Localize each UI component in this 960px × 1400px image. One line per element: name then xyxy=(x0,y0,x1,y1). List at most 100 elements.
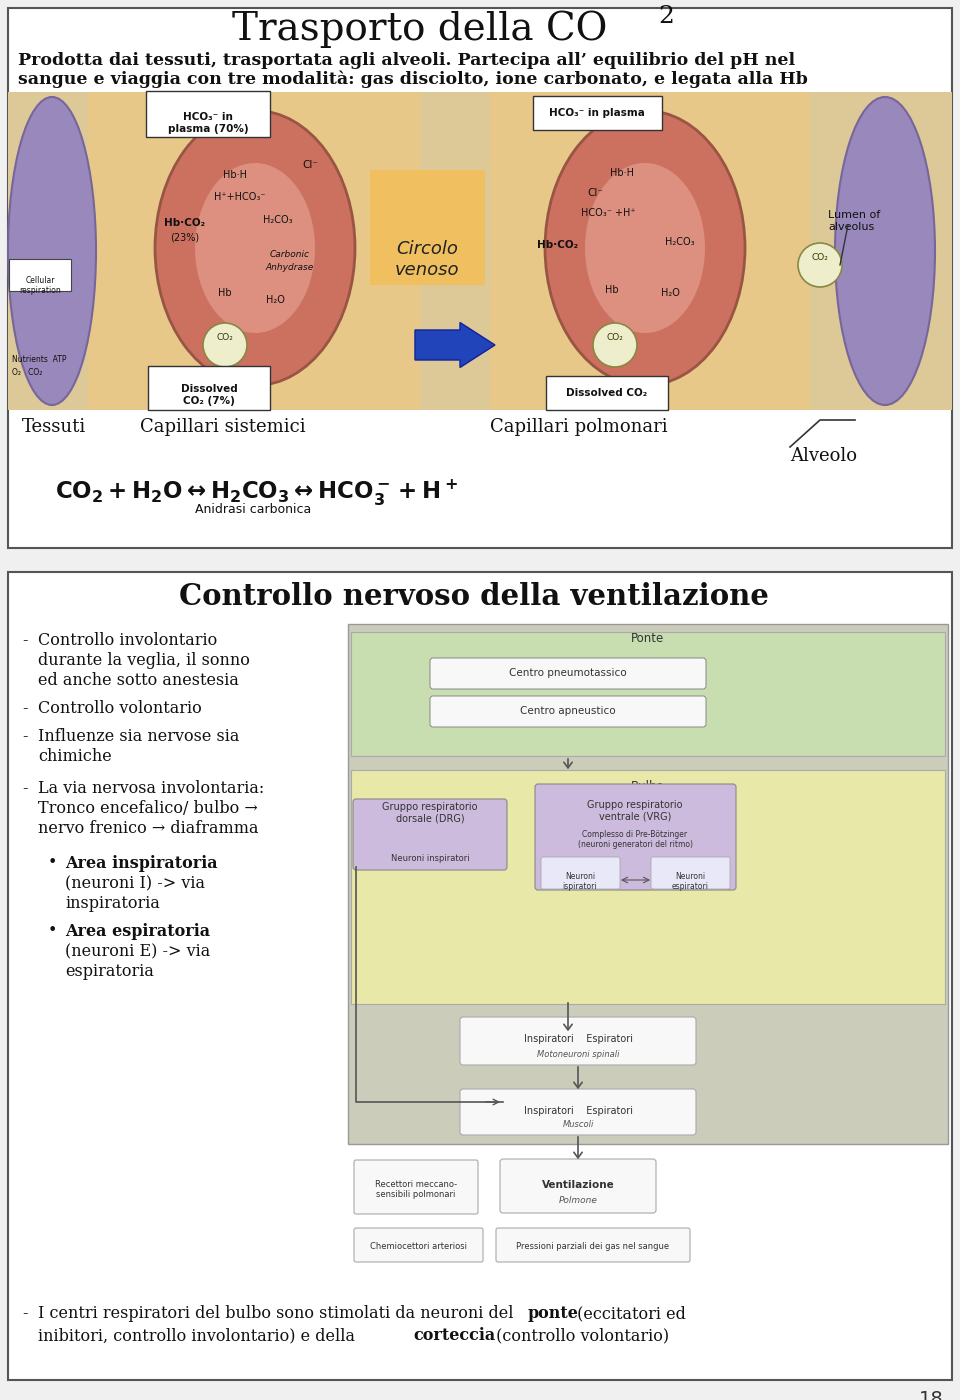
Text: Complesso di Pre-Bötzinger
(neuroni generatori del ritmo): Complesso di Pre-Bötzinger (neuroni gene… xyxy=(578,830,692,850)
Text: Hb·CO₂: Hb·CO₂ xyxy=(538,239,579,251)
FancyBboxPatch shape xyxy=(9,259,71,291)
Text: Pressioni parziali dei gas nel sangue: Pressioni parziali dei gas nel sangue xyxy=(516,1242,669,1252)
Text: H₂CO₃: H₂CO₃ xyxy=(665,237,695,246)
FancyBboxPatch shape xyxy=(490,92,810,410)
Text: Muscoli: Muscoli xyxy=(563,1120,593,1128)
FancyBboxPatch shape xyxy=(370,169,485,286)
Text: •: • xyxy=(48,923,58,938)
Text: Cellular
respiration: Cellular respiration xyxy=(19,276,60,295)
Text: CO₂: CO₂ xyxy=(217,333,233,342)
Text: Dissolved
CO₂ (7%): Dissolved CO₂ (7%) xyxy=(180,384,237,406)
Text: -: - xyxy=(22,728,28,745)
FancyBboxPatch shape xyxy=(460,1016,696,1065)
Text: Centro pneumotassico: Centro pneumotassico xyxy=(509,668,627,678)
Text: chimiche: chimiche xyxy=(38,748,111,764)
Text: Chemiocettori arteriosi: Chemiocettori arteriosi xyxy=(370,1242,467,1252)
Text: Hb·H: Hb·H xyxy=(223,169,247,181)
Text: (neuroni E) -> via: (neuroni E) -> via xyxy=(65,944,210,960)
Text: H₂O: H₂O xyxy=(660,288,680,298)
Text: 18: 18 xyxy=(920,1390,944,1400)
Text: espiratoria: espiratoria xyxy=(65,963,154,980)
FancyBboxPatch shape xyxy=(651,857,730,889)
FancyBboxPatch shape xyxy=(460,1089,696,1135)
Text: Inspiratori    Espiratori: Inspiratori Espiratori xyxy=(523,1106,633,1116)
FancyBboxPatch shape xyxy=(546,377,668,410)
Ellipse shape xyxy=(545,111,745,385)
Text: Neuroni
espiratori: Neuroni espiratori xyxy=(671,872,708,892)
Ellipse shape xyxy=(585,162,705,333)
Text: (23%): (23%) xyxy=(171,232,200,244)
Text: sangue e viaggia con tre modalità: gas disciolto, ione carbonato, e legata alla : sangue e viaggia con tre modalità: gas d… xyxy=(18,70,808,87)
Circle shape xyxy=(798,244,842,287)
Ellipse shape xyxy=(8,97,96,405)
Text: nervo frenico → diaframma: nervo frenico → diaframma xyxy=(38,820,258,837)
Text: -: - xyxy=(22,631,28,650)
FancyBboxPatch shape xyxy=(541,857,620,889)
Text: Polmone: Polmone xyxy=(559,1196,597,1205)
Text: Anidrasi carbonica: Anidrasi carbonica xyxy=(195,503,311,517)
Text: Controllo nervoso della ventilazione: Controllo nervoso della ventilazione xyxy=(180,582,769,610)
FancyBboxPatch shape xyxy=(496,1228,690,1261)
FancyBboxPatch shape xyxy=(351,770,945,1004)
Text: Hb: Hb xyxy=(218,288,231,298)
Text: Tronco encefalico/ bulbo →: Tronco encefalico/ bulbo → xyxy=(38,799,257,818)
Text: I centri respiratori del bulbo sono stimolati da neuroni del: I centri respiratori del bulbo sono stim… xyxy=(38,1305,518,1322)
Text: Tessuti: Tessuti xyxy=(22,419,86,435)
Text: Hb: Hb xyxy=(605,286,619,295)
Text: O₂   CO₂: O₂ CO₂ xyxy=(12,368,42,377)
Text: Area espiratoria: Area espiratoria xyxy=(65,923,210,939)
Text: Motoneuroni spinali: Motoneuroni spinali xyxy=(537,1050,619,1058)
Text: CO₂: CO₂ xyxy=(811,253,828,262)
Text: -: - xyxy=(22,780,28,797)
Text: Recettori meccano-
sensibili polmonari: Recettori meccano- sensibili polmonari xyxy=(375,1180,457,1200)
Text: HCO₃⁻ +H⁺: HCO₃⁻ +H⁺ xyxy=(581,209,636,218)
Text: 2: 2 xyxy=(658,6,674,28)
FancyBboxPatch shape xyxy=(8,8,952,547)
Text: Controllo involontario: Controllo involontario xyxy=(38,631,217,650)
Text: Ventilazione: Ventilazione xyxy=(541,1180,614,1190)
Text: Trasporto della CO: Trasporto della CO xyxy=(232,10,608,48)
Circle shape xyxy=(593,323,637,367)
Text: $\mathbf{CO_2 + H_2O \leftrightarrow H_2CO_3 \leftrightarrow HCO_3^- + H^+}$: $\mathbf{CO_2 + H_2O \leftrightarrow H_2… xyxy=(55,477,458,508)
Text: Gruppo respiratorio
dorsale (DRG): Gruppo respiratorio dorsale (DRG) xyxy=(382,802,478,823)
FancyBboxPatch shape xyxy=(8,92,952,410)
Text: inspiratoria: inspiratoria xyxy=(65,895,160,911)
Text: Carbonic: Carbonic xyxy=(270,251,310,259)
Text: ponte: ponte xyxy=(528,1305,579,1322)
Text: ed anche sotto anestesia: ed anche sotto anestesia xyxy=(38,672,239,689)
Text: Prodotta dai tessuti, trasportata agli alveoli. Partecipa all’ equilibrio del pH: Prodotta dai tessuti, trasportata agli a… xyxy=(18,52,795,69)
Text: -: - xyxy=(22,1305,28,1322)
Text: La via nervosa involontaria:: La via nervosa involontaria: xyxy=(38,780,264,797)
Text: Inspiratori    Espiratori: Inspiratori Espiratori xyxy=(523,1035,633,1044)
FancyBboxPatch shape xyxy=(146,91,270,137)
Text: H₂O: H₂O xyxy=(266,295,284,305)
Text: corteccia: corteccia xyxy=(413,1327,495,1344)
Text: HCO₃⁻ in plasma: HCO₃⁻ in plasma xyxy=(549,108,645,118)
FancyBboxPatch shape xyxy=(430,696,706,727)
FancyBboxPatch shape xyxy=(348,624,948,1144)
FancyBboxPatch shape xyxy=(148,365,270,410)
Text: Circolo
venoso: Circolo venoso xyxy=(395,239,459,279)
FancyBboxPatch shape xyxy=(354,1228,483,1261)
Text: Influenze sia nervose sia: Influenze sia nervose sia xyxy=(38,728,239,745)
Text: Ponte: Ponte xyxy=(632,631,664,645)
Text: (eccitatori ed: (eccitatori ed xyxy=(572,1305,685,1322)
Text: (controllo volontario): (controllo volontario) xyxy=(491,1327,669,1344)
FancyBboxPatch shape xyxy=(354,1161,478,1214)
Text: Area inspiratoria: Area inspiratoria xyxy=(65,855,218,872)
Text: Neuroni inspiratori: Neuroni inspiratori xyxy=(391,854,469,862)
Text: Centro apneustico: Centro apneustico xyxy=(520,706,615,715)
Text: CO₂: CO₂ xyxy=(607,333,623,342)
Text: Capillari sistemici: Capillari sistemici xyxy=(140,419,305,435)
Circle shape xyxy=(203,323,247,367)
FancyBboxPatch shape xyxy=(351,631,945,756)
FancyBboxPatch shape xyxy=(500,1159,656,1212)
Text: Lumen of
alveolus: Lumen of alveolus xyxy=(828,210,880,231)
Text: Hb·H: Hb·H xyxy=(610,168,634,178)
Text: •: • xyxy=(48,855,58,869)
Text: Hb·CO₂: Hb·CO₂ xyxy=(164,218,205,228)
Text: Dissolved CO₂: Dissolved CO₂ xyxy=(566,388,648,398)
Ellipse shape xyxy=(195,162,315,333)
FancyBboxPatch shape xyxy=(535,784,736,890)
Ellipse shape xyxy=(155,111,355,385)
